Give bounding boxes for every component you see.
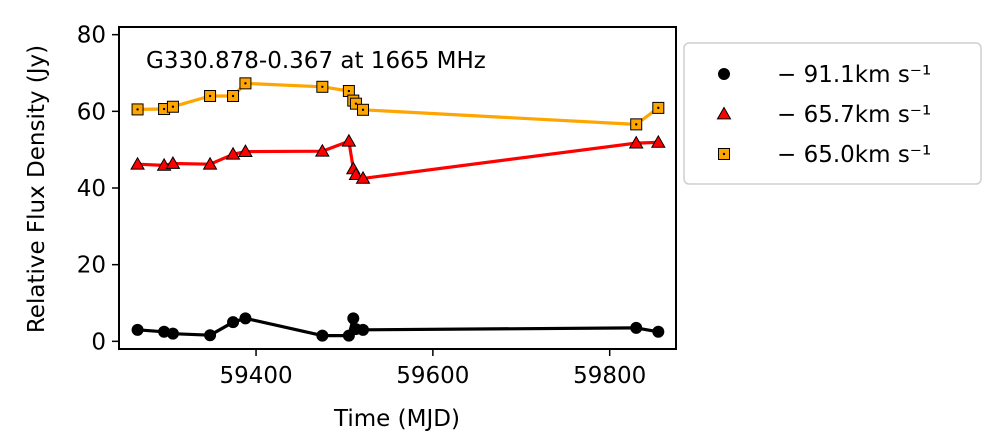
square-marker-dot xyxy=(136,108,139,111)
data-point xyxy=(131,103,144,116)
square-marker-dot xyxy=(208,94,212,98)
data-point xyxy=(347,312,360,325)
y-axis-label: Relative Flux Density (Jy) xyxy=(24,45,50,333)
x-tick-label: 59800 xyxy=(573,363,646,389)
square-marker-dot xyxy=(657,106,660,110)
legend-marker xyxy=(718,148,730,160)
data-point xyxy=(227,316,240,329)
y-axis-ticks: 0 20 40 60 80 xyxy=(77,23,119,355)
data-point xyxy=(341,133,357,147)
data-point xyxy=(652,101,665,114)
data-point xyxy=(349,97,362,110)
chart-title: G330.878-0.367 at 1665 MHz xyxy=(146,48,486,74)
plot-area xyxy=(118,26,677,350)
data-point xyxy=(628,135,644,149)
data-point xyxy=(652,325,665,338)
legend-label: − 65.7km s⁻¹ xyxy=(777,102,931,128)
data-point xyxy=(227,90,240,102)
series-line xyxy=(137,316,659,338)
data-point xyxy=(239,312,252,325)
square-marker-dot xyxy=(347,89,351,93)
data-point xyxy=(355,170,371,184)
legend: − 91.1km s⁻¹ − 65.7km s⁻¹ − 65.0km s⁻¹ xyxy=(683,42,982,185)
square-marker-dot xyxy=(722,152,726,156)
x-axis-ticks: 59400 59600 59800 xyxy=(219,349,646,389)
series-square xyxy=(131,77,665,131)
series-line xyxy=(137,81,660,127)
y-tick-label: 80 xyxy=(77,23,106,49)
data-point xyxy=(204,90,217,102)
data-point xyxy=(357,323,370,336)
data-point xyxy=(239,77,252,90)
x-tick-label: 59400 xyxy=(219,363,292,389)
data-point xyxy=(202,156,218,170)
data-point xyxy=(204,329,217,342)
square-marker-dot xyxy=(321,85,324,89)
x-axis-label: Time (MJD) xyxy=(333,406,460,432)
y-tick-label: 40 xyxy=(77,176,106,202)
square-marker-dot xyxy=(171,105,175,108)
square-marker-dot xyxy=(354,102,358,105)
data-point xyxy=(348,167,364,180)
data-point xyxy=(316,329,329,342)
data-point xyxy=(314,143,330,157)
legend-frame xyxy=(683,42,982,185)
data-point xyxy=(130,156,145,170)
data-point xyxy=(165,155,181,169)
square-marker-dot xyxy=(635,123,638,126)
data-point xyxy=(650,134,666,148)
legend-label: − 91.1km s⁻¹ xyxy=(777,62,931,88)
data-point xyxy=(630,118,643,131)
legend-marker xyxy=(716,106,732,120)
series-triangle xyxy=(130,133,666,184)
series-line xyxy=(137,139,659,180)
data-point xyxy=(630,321,643,334)
data-point xyxy=(166,100,179,113)
data-point xyxy=(131,323,144,336)
square-marker-dot xyxy=(162,107,166,111)
series-layer xyxy=(130,77,666,342)
y-tick-label: 0 xyxy=(91,329,106,355)
data-point xyxy=(225,146,241,160)
x-tick-label: 59600 xyxy=(396,363,469,389)
y-tick-label: 60 xyxy=(77,99,106,125)
square-marker-dot xyxy=(361,108,365,112)
square-marker-dot xyxy=(231,94,235,98)
data-point xyxy=(166,327,179,340)
data-point xyxy=(357,103,370,116)
square-marker-dot xyxy=(244,82,247,85)
plot-frame xyxy=(118,26,677,350)
series-circle xyxy=(131,312,665,342)
legend-marker xyxy=(718,68,730,80)
legend-label: − 65.0km s⁻¹ xyxy=(777,142,931,168)
data-point xyxy=(238,144,253,157)
y-tick-label: 20 xyxy=(77,253,106,279)
data-point xyxy=(316,80,329,93)
